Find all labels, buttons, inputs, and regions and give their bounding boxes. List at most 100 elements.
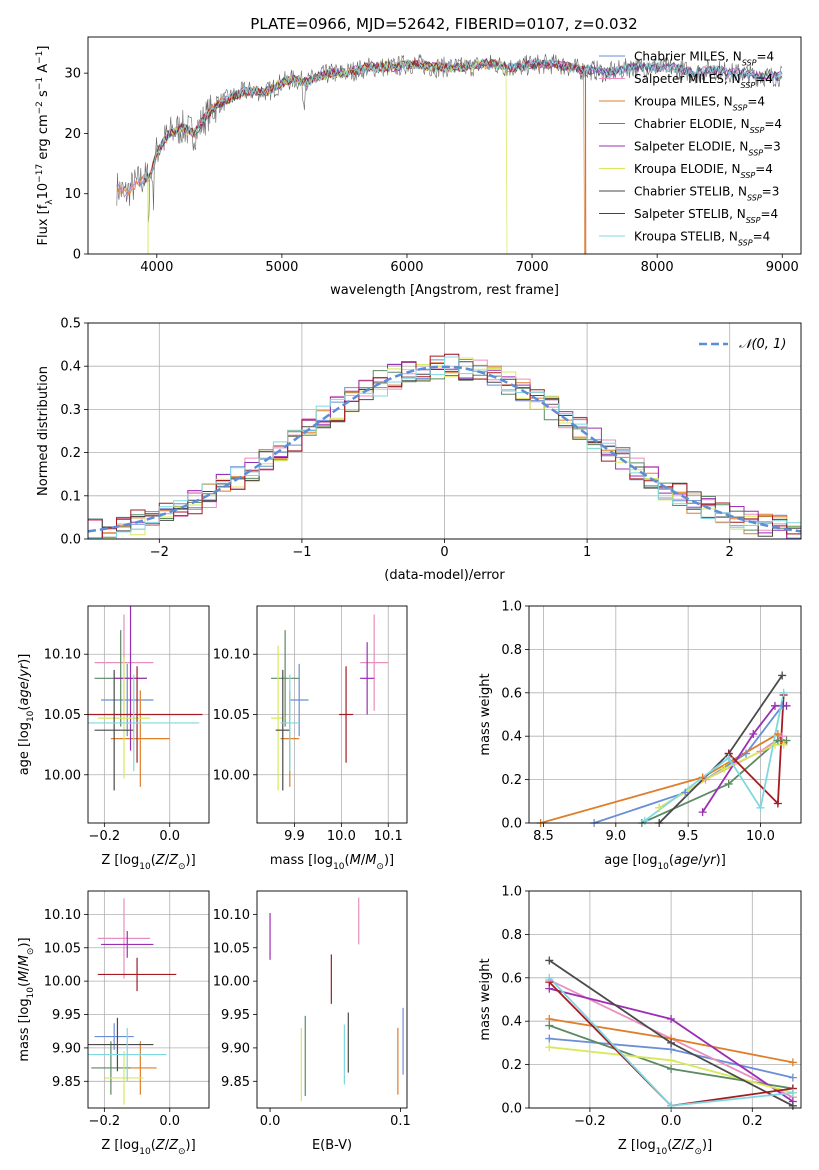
x-tick-label: 4000: [140, 260, 173, 275]
age_vs_Z-axes: −0.2 0.0 10.00 10.05 10.10 Z [log10(Z/Z⊙)] age…: [17, 605, 210, 872]
x-tick-label: 0.0: [159, 1114, 180, 1129]
series-marker-kroupa_elodie: [779, 740, 788, 749]
axis-label: E(B-V): [312, 1138, 352, 1153]
y-tick-label: 9.90: [221, 1041, 250, 1056]
spectrum-axes: 4000 5000 6000 7000 8000 9000 0 10 20 30 Chabrier …: [35, 36, 802, 298]
series-marker-chabrier_elodie: [545, 1021, 554, 1030]
series-marker-chabrier_miles: [788, 1073, 797, 1082]
series-marker-kroupa_stelib: [779, 688, 788, 697]
legend-label-chabrier_miles: Chabrier MILES, NSSP=4: [634, 50, 774, 68]
y-tick-label: 9.95: [52, 1008, 81, 1023]
y-tick-label: 10.10: [44, 648, 81, 663]
axes-frame: [528, 890, 802, 1109]
x-tick-label: 1: [583, 545, 591, 560]
y-tick-label: 10.00: [213, 768, 250, 783]
series-marker-chabrier_stelib: [667, 1038, 676, 1047]
series-marker-kroupa_elodie: [720, 764, 729, 773]
y-tick-label: 9.95: [221, 1008, 250, 1023]
series-marker-kroupa_stelib: [545, 973, 554, 982]
x-tick-label: 8000: [641, 260, 674, 275]
residuals-axes: −2 −1 0 1 2 0.0 0.1 0.2 0.3 0.4 0.5 𝒩(0, 1) (data-mo…: [36, 317, 802, 583]
y-tick-label: 0.8: [501, 928, 522, 943]
series-marker-kroupa_stelib: [724, 753, 733, 762]
series-marker-kroupa_stelib: [788, 1088, 797, 1097]
y-tick-label: 0.4: [60, 360, 81, 375]
y-tick-label: 1.0: [501, 885, 522, 900]
y-axis-label: mass weight: [478, 958, 493, 1040]
axis-label: Flux [fλ10−17 erg cm−2 s−1 A−1]: [35, 46, 55, 246]
axes-frame: [87, 890, 210, 1109]
x-tick-label: 6000: [390, 260, 423, 275]
series-marker-salpeter_elodie: [770, 701, 779, 710]
series-marker-kroupa_miles: [788, 1058, 797, 1067]
series-marker-salpeter_elodie: [698, 808, 707, 817]
model-spectrum-kroupa_elodie: [144, 58, 508, 254]
y-tick-label: 0.2: [501, 773, 522, 788]
y-tick-label: 30: [64, 67, 81, 82]
y-tick-label: 10.00: [44, 975, 81, 990]
y-tick-label: 0.8: [501, 643, 522, 658]
series-marker-chabrier_stelib: [545, 956, 554, 965]
y-tick-label: 10.10: [213, 908, 250, 923]
axes-frame: [256, 890, 408, 1109]
series-line-salpeter_stelib: [728, 694, 785, 806]
x-tick-label: 9000: [766, 260, 799, 275]
y-tick-label: 10: [64, 187, 81, 202]
age_vs_mass-plot-area: [271, 614, 389, 791]
y-tick-label: 10.05: [213, 708, 250, 723]
axes-frame: [256, 605, 408, 824]
mass_vs_Z-plot-area: [88, 898, 177, 1105]
histogram-salpeter_stelib: [88, 353, 801, 539]
x-tick-label: 0.0: [260, 1114, 281, 1129]
mass_vs_ebv-axes: 0.0 0.1 9.85 9.90 9.95 10.00 10.05 10.10 E(B-V): [213, 890, 411, 1153]
model-spectrum-kroupa_stelib: [143, 58, 783, 183]
y-tick-label: 10.10: [213, 648, 250, 663]
y-tick-label: 9.90: [52, 1041, 81, 1056]
series-marker-chabrier_elodie: [773, 736, 782, 745]
x-tick-label: −0.2: [89, 1114, 121, 1129]
mass_vs_Z-axes: −0.2 0.0 9.85 9.90 9.95 10.00 10.05 10.10 Z [log…: [17, 890, 210, 1157]
series-marker-kroupa_stelib: [640, 816, 649, 825]
spectrum-legend: Chabrier MILES, NSSP=4 Salpeter MILES, NS…: [599, 50, 782, 248]
model-spectrum-kroupa_miles: [116, 58, 585, 254]
series-marker-salpeter_miles: [756, 747, 765, 756]
legend-label-salpeter_miles: Salpeter MILES, NSSP=4: [634, 72, 773, 90]
x-tick-label: 10.0: [327, 829, 356, 844]
legend-label-chabrier_elodie: Chabrier ELODIE, NSSP=4: [634, 117, 782, 135]
series-marker-chabrier_stelib: [778, 671, 787, 680]
massweight_vs_Z-axes: −0.2 0.0 0.2 0.0 0.2 0.4 0.6 0.8 1.0 Z [log10(Z/Z…: [478, 885, 802, 1157]
series-marker-chabrier_stelib: [788, 1101, 797, 1110]
legend-label-kroupa_miles: Kroupa MILES, NSSP=4: [634, 95, 765, 113]
y-tick-label: 0.5: [60, 317, 81, 332]
massweight_vs_age-axes: 8.5 9.0 9.5 10.0 0.0 0.2 0.4 0.6 0.8 1.0 age [log1…: [478, 600, 802, 872]
axis-label: mass [log10(M/M⊙)]: [270, 853, 394, 872]
legend-label-kroupa_elodie: Kroupa ELODIE, NSSP=4: [634, 162, 773, 180]
y-tick-label: 0.6: [501, 686, 522, 701]
y-tick-label: 10.00: [44, 768, 81, 783]
axis-label: mass [log10(M/M⊙)]: [17, 937, 36, 1061]
x-tick-label: 0.0: [159, 829, 180, 844]
x-tick-label: −2: [150, 545, 169, 560]
series-line-kroupa_stelib: [644, 692, 785, 822]
axis-label: age [log10(age/yr)]: [17, 654, 36, 776]
x-tick-label: 7000: [516, 260, 549, 275]
series-marker-kroupa_stelib: [667, 1101, 676, 1110]
y-tick-label: 20: [64, 127, 81, 142]
legend-label-kroupa_stelib: Kroupa STELIB, NSSP=4: [634, 230, 770, 248]
y-tick-label: 0: [73, 248, 81, 263]
x-axis-label: (data-model)/error: [384, 568, 505, 583]
series-line-kroupa_miles: [540, 732, 785, 823]
x-tick-label: 0.1: [390, 1114, 411, 1129]
legend-label-salpeter_elodie: Salpeter ELODIE, NSSP=3: [634, 140, 781, 158]
axes-frame: [528, 605, 802, 824]
axes-frame: [87, 322, 802, 540]
y-tick-label: 0.0: [501, 1102, 522, 1117]
y-axis-label: Normed distribution: [36, 366, 51, 496]
series-marker-salpeter_stelib: [773, 799, 782, 808]
y-tick-label: 9.85: [221, 1075, 250, 1090]
legend-label-normal: 𝒩(0, 1): [739, 337, 786, 352]
axis-label: age [log10(age/yr)]: [604, 853, 726, 872]
y-tick-label: 0.6: [501, 971, 522, 986]
x-tick-label: 5000: [265, 260, 298, 275]
